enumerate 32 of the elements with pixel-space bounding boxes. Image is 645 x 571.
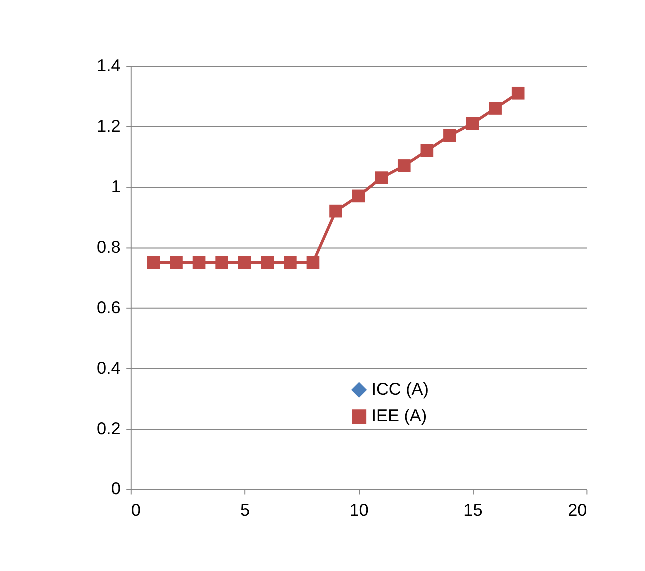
point: [261, 256, 274, 270]
point: [284, 256, 297, 270]
x-tick-label: 15: [464, 500, 483, 520]
point: [375, 172, 388, 184]
point: [170, 256, 183, 270]
y-tick-label: 0.2: [96, 418, 121, 438]
point: [147, 256, 160, 270]
point: [444, 129, 456, 142]
point: [330, 204, 342, 218]
point: [466, 117, 480, 130]
y-tick-label: 0.8: [96, 236, 121, 257]
point: [489, 102, 502, 115]
point: [398, 160, 411, 172]
point: [238, 256, 252, 270]
x-tick-label: 10: [350, 500, 369, 520]
y-tick-label: 1.4: [96, 55, 122, 76]
point: [420, 144, 434, 158]
x-tick-label: 20: [568, 500, 588, 520]
y-tick-label: 1: [111, 176, 121, 196]
legend-label: IEE (A): [372, 406, 428, 426]
legend-label: ICC (A): [372, 378, 430, 399]
y-tick-label: 0.4: [96, 358, 122, 378]
y-tick-label: 0.6: [96, 297, 121, 318]
point: [306, 256, 320, 270]
y-tick-label: 1.2: [96, 116, 121, 136]
point: [352, 190, 366, 203]
point: [216, 256, 228, 270]
point: [512, 86, 525, 100]
point: [192, 256, 206, 270]
y-tick-label: 0: [111, 478, 121, 499]
x-tick-label: 0: [131, 500, 141, 520]
x-tick-label: 5: [240, 500, 250, 520]
